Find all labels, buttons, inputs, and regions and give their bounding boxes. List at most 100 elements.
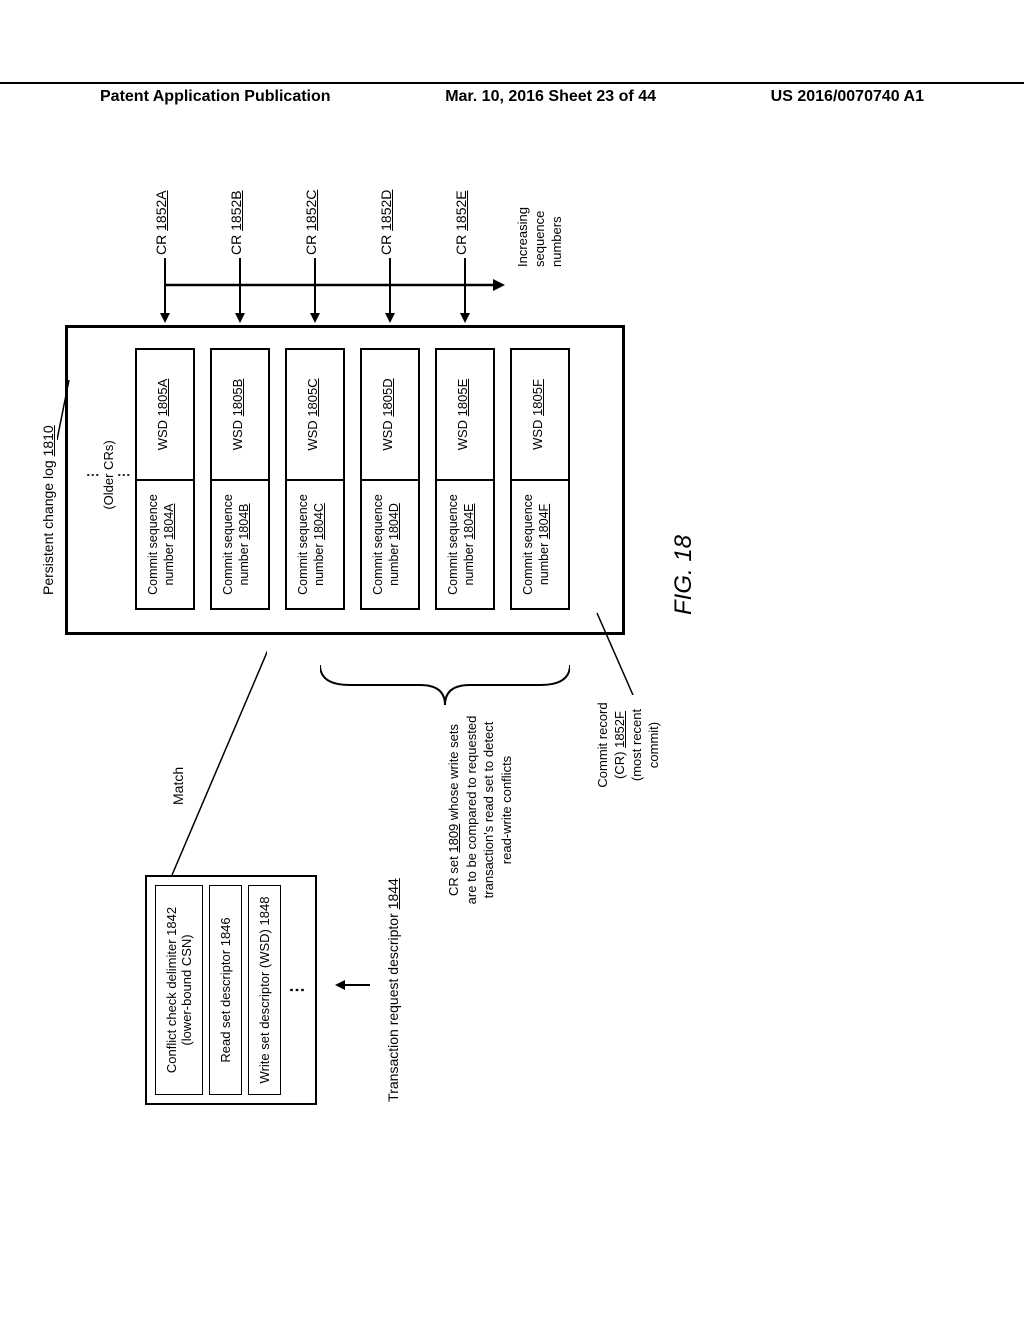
cr-ext-text: CR bbox=[453, 235, 469, 255]
figure-number: FIG. 18 bbox=[670, 535, 698, 615]
wsd-num: 1805D bbox=[380, 378, 395, 416]
commit-record-row: Commit sequence number 1804D WSD 1805D bbox=[360, 348, 420, 610]
cr-external-label: CR 1852D bbox=[378, 190, 394, 255]
read-set-text: Read set descriptor bbox=[218, 950, 233, 1063]
wsd-num: 1805E bbox=[455, 379, 470, 417]
wsd-prefix: WSD bbox=[530, 420, 545, 450]
cr-set-line4: read-write conflicts bbox=[499, 756, 514, 864]
wsd-prefix: WSD bbox=[230, 420, 245, 450]
older-crs-text: (Older CRs) bbox=[101, 440, 116, 509]
trd-label: Transaction request descriptor 1844 bbox=[385, 875, 401, 1105]
cr-external-label: CR 1852B bbox=[228, 190, 244, 255]
increasing-label: Increasing sequence numbers bbox=[515, 207, 566, 267]
write-set-descriptor: Write set descriptor (WSD) 1848 bbox=[248, 885, 281, 1095]
csn-cell: Commit sequence number 1804C bbox=[287, 479, 343, 608]
older-crs-label: ⋮ (Older CRs) ⋮ bbox=[85, 395, 132, 555]
wsd-prefix: WSD bbox=[305, 420, 320, 450]
log-title-num: 1810 bbox=[40, 425, 56, 456]
commit-record-row: Commit sequence number 1804E WSD 1805E bbox=[435, 348, 495, 610]
wsd-cell: WSD 1805C bbox=[287, 350, 343, 479]
write-set-text: Write set descriptor (WSD) bbox=[257, 929, 272, 1083]
ellipsis-icon: ⋮ bbox=[116, 395, 132, 555]
cr-external-label: CR 1852C bbox=[303, 190, 319, 255]
commit-line2a: (CR) bbox=[612, 752, 627, 779]
cr-set-line2: are to be compared to requested bbox=[464, 716, 479, 905]
trd-arrow-icon bbox=[335, 970, 375, 1000]
commit-line2-num: 1852F bbox=[612, 711, 627, 748]
diagram-canvas: Conflict check delimiter 1842 (lower-bou… bbox=[95, 175, 775, 1105]
match-connector-line bbox=[167, 615, 267, 875]
cr-set-line3: transaction's read set to detect bbox=[481, 722, 496, 899]
inc-line1: Increasing bbox=[515, 207, 530, 267]
commit-record-label: Commit record (CR) 1852F (most recent co… bbox=[595, 680, 663, 810]
cr-ext-num: 1852E bbox=[453, 190, 469, 230]
csn-cell: Commit sequence number 1804F bbox=[512, 479, 568, 608]
ellipsis-icon: ⋮ bbox=[85, 395, 101, 555]
csn-num: 1804D bbox=[387, 503, 401, 540]
transaction-request-box: Conflict check delimiter 1842 (lower-bou… bbox=[145, 875, 317, 1105]
wsd-cell: WSD 1805B bbox=[212, 350, 268, 479]
csn-cell: Commit sequence number 1804D bbox=[362, 479, 418, 608]
wsd-num: 1805C bbox=[305, 378, 320, 416]
csn-num: 1804B bbox=[237, 503, 251, 539]
inc-line2: sequence bbox=[532, 211, 547, 267]
wsd-cell: WSD 1805F bbox=[512, 350, 568, 479]
cr-external-label: CR 1852A bbox=[153, 190, 169, 255]
commit-line1: Commit record bbox=[595, 702, 610, 787]
cr-set-line1a: CR set bbox=[446, 853, 461, 896]
csn-cell: Commit sequence number 1804E bbox=[437, 479, 493, 608]
csn-num: 1804F bbox=[537, 504, 551, 539]
cr-ext-num: 1852B bbox=[228, 190, 244, 230]
wsd-cell: WSD 1805E bbox=[437, 350, 493, 479]
csn-cell: Commit sequence number 1804A bbox=[137, 479, 193, 608]
cr-ext-text: CR bbox=[378, 235, 394, 255]
trd-label-num: 1844 bbox=[385, 878, 401, 909]
conflict-line2: (lower-bound CSN) bbox=[179, 934, 194, 1045]
commit-record-row: Commit sequence number 1804A WSD 1805A bbox=[135, 348, 195, 610]
trd-ellipsis-icon: ⋮ bbox=[287, 885, 307, 1095]
csn-num: 1804A bbox=[162, 503, 176, 539]
brace-icon bbox=[320, 660, 570, 710]
read-set-descriptor: Read set descriptor 1846 bbox=[209, 885, 242, 1095]
cr-ext-num: 1852D bbox=[378, 190, 394, 231]
csn-num: 1804C bbox=[312, 503, 326, 540]
wsd-prefix: WSD bbox=[455, 420, 470, 450]
commit-record-row: Commit sequence number 1804F WSD 1805F bbox=[510, 348, 570, 610]
cr-external-label: CR 1852E bbox=[453, 190, 469, 255]
cr-ext-text: CR bbox=[303, 235, 319, 255]
increasing-arrow-icon bbox=[165, 275, 505, 295]
log-title: Persistent change log 1810 bbox=[40, 425, 56, 595]
wsd-cell: WSD 1805D bbox=[362, 350, 418, 479]
cr-set-line1b: whose write sets bbox=[446, 724, 461, 824]
write-set-num: 1848 bbox=[257, 897, 272, 926]
conflict-num: 1842 bbox=[164, 907, 179, 936]
commit-line4: commit) bbox=[646, 722, 661, 768]
conflict-line1: Conflict check delimiter bbox=[164, 939, 179, 1073]
cr-ext-text: CR bbox=[228, 235, 244, 255]
trd-label-text: Transaction request descriptor bbox=[385, 913, 401, 1102]
conflict-check-delimiter: Conflict check delimiter 1842 (lower-bou… bbox=[155, 885, 203, 1095]
csn-cell: Commit sequence number 1804B bbox=[212, 479, 268, 608]
figure-rotated-frame: Conflict check delimiter 1842 (lower-bou… bbox=[0, 305, 905, 985]
wsd-prefix: WSD bbox=[380, 420, 395, 450]
cr-ext-text: CR bbox=[153, 235, 169, 255]
header-right: US 2016/0070740 A1 bbox=[771, 88, 924, 106]
commit-line3: (most recent bbox=[629, 709, 644, 781]
wsd-num: 1805A bbox=[155, 379, 170, 417]
cr-ext-num: 1852A bbox=[153, 190, 169, 230]
commit-record-row: Commit sequence number 1804B WSD 1805B bbox=[210, 348, 270, 610]
inc-line3: numbers bbox=[549, 216, 564, 267]
wsd-num: 1805B bbox=[230, 379, 245, 417]
wsd-cell: WSD 1805A bbox=[137, 350, 193, 479]
header-center: Mar. 10, 2016 Sheet 23 of 44 bbox=[445, 88, 656, 106]
wsd-num: 1805F bbox=[530, 379, 545, 416]
cr-set-num: 1809 bbox=[446, 824, 461, 853]
log-title-text: Persistent change log bbox=[40, 460, 56, 595]
commit-record-row: Commit sequence number 1804C WSD 1805C bbox=[285, 348, 345, 610]
cr-set-description: CR set 1809 whose write sets are to be c… bbox=[445, 705, 515, 915]
page-header: Patent Application Publication Mar. 10, … bbox=[0, 82, 1024, 106]
cr-ext-num: 1852C bbox=[303, 190, 319, 231]
csn-num: 1804E bbox=[462, 503, 476, 539]
header-left: Patent Application Publication bbox=[100, 88, 331, 106]
wsd-prefix: WSD bbox=[155, 420, 170, 450]
